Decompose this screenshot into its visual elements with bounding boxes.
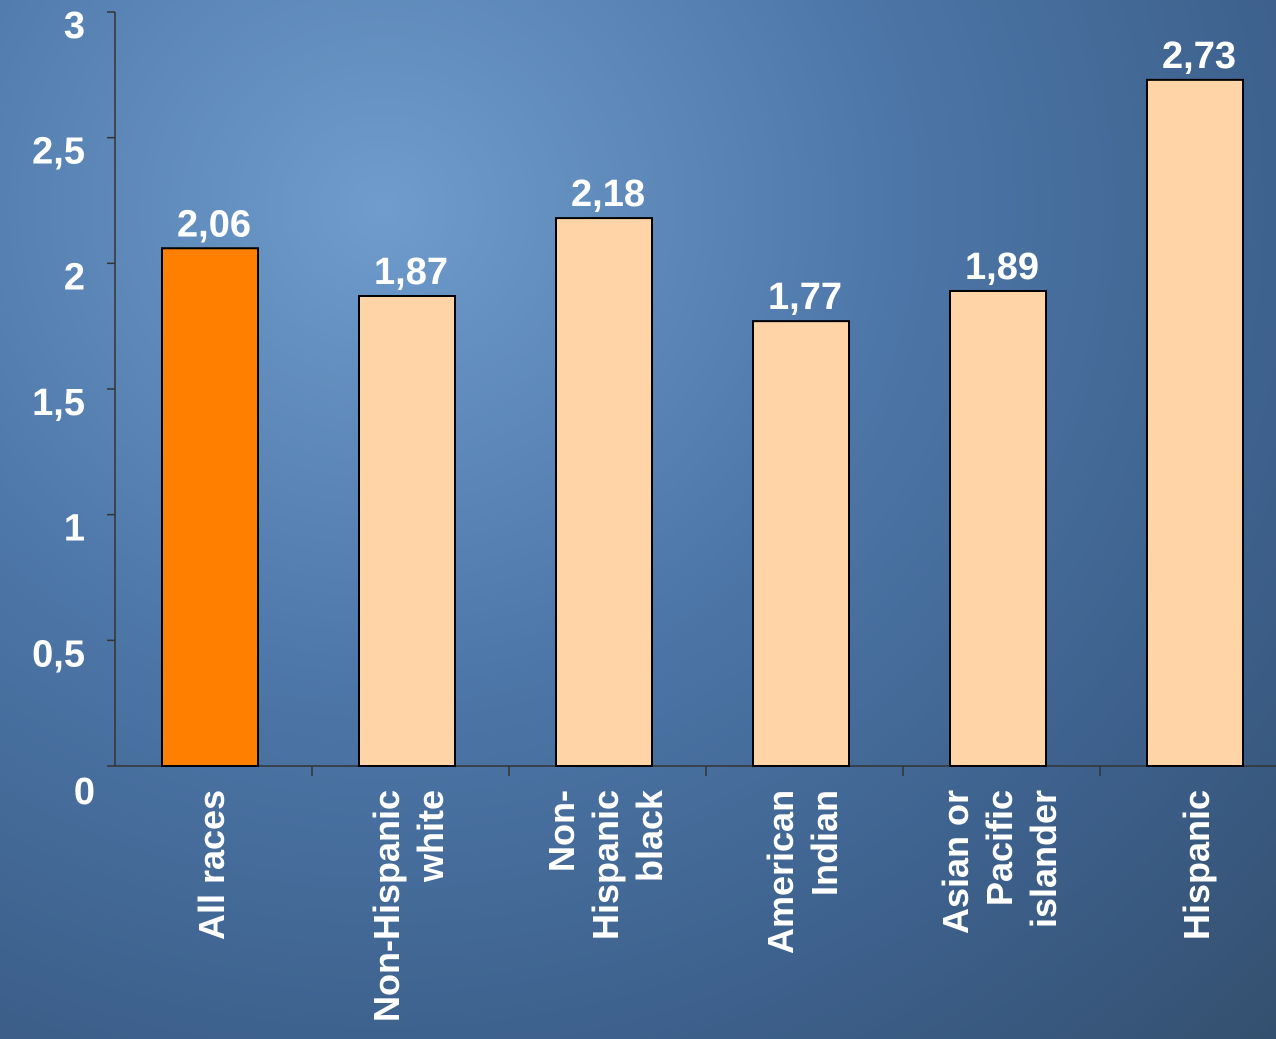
value-label: 2,73 xyxy=(1162,35,1236,77)
x-tick-label: Hispanic xyxy=(1175,790,1219,1035)
bar xyxy=(359,296,455,766)
y-tick-label: 1 xyxy=(64,508,85,550)
bar xyxy=(162,248,258,766)
y-tick-label: 0,5 xyxy=(32,633,85,675)
x-tick-label: All races xyxy=(190,790,234,1035)
x-tick-label: Non-Hispanic white xyxy=(365,790,453,1035)
page: 00,511,522,532,061,872,181,771,892,73 ((… xyxy=(0,0,1276,1039)
bar xyxy=(950,291,1046,766)
bar xyxy=(1147,80,1243,766)
y-tick-label: 2,5 xyxy=(32,131,85,173)
x-tick-label: American Indian xyxy=(759,790,847,1035)
y-tick-label: 0 xyxy=(74,771,95,813)
y-tick-label: 3 xyxy=(64,5,85,47)
bar xyxy=(556,218,652,766)
value-label: 2,06 xyxy=(177,203,251,245)
value-label: 2,18 xyxy=(571,173,645,215)
y-tick-label: 1,5 xyxy=(32,382,85,424)
y-tick-label: 2 xyxy=(64,256,85,298)
x-tick-label: Asian or Pacific islander xyxy=(934,790,1066,1035)
value-label: 1,77 xyxy=(768,276,842,318)
value-label: 1,87 xyxy=(374,251,448,293)
value-label: 1,89 xyxy=(965,246,1039,288)
bar xyxy=(753,321,849,766)
x-tick-label: Non- Hispanic black xyxy=(540,790,672,1035)
